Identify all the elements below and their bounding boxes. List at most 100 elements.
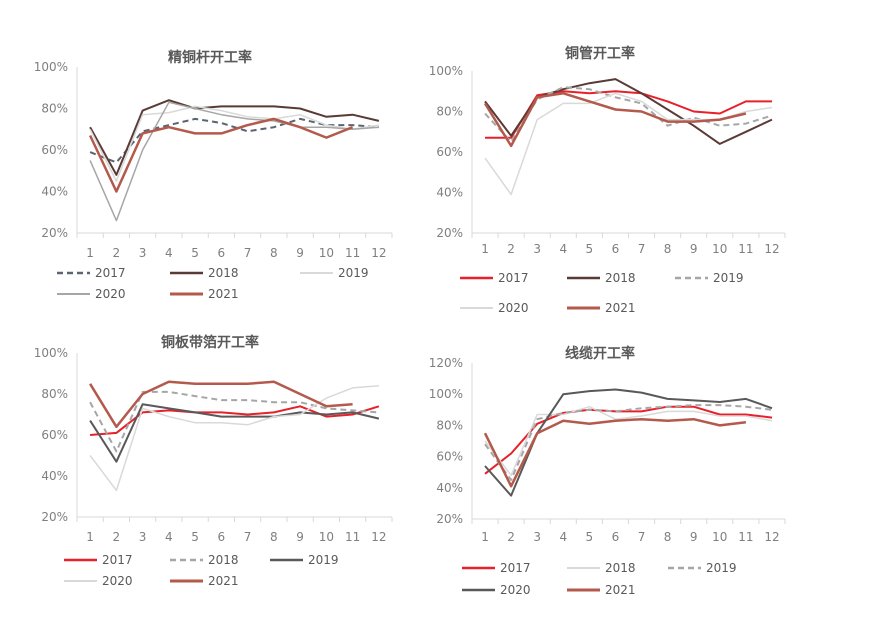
x-tick-label: 9 [296, 530, 304, 544]
y-tick-label: 100% [429, 64, 463, 78]
x-tick-label: 7 [244, 530, 252, 544]
legend-label: 2021 [208, 287, 239, 301]
x-tick-label: 12 [764, 530, 779, 544]
legend-label: 2019 [706, 561, 737, 575]
x-tick-label: 1 [481, 530, 489, 544]
y-tick-label: 40% [41, 185, 68, 199]
x-tick-label: 10 [712, 530, 727, 544]
x-tick-label: 11 [738, 530, 753, 544]
x-tick-label: 10 [319, 530, 334, 544]
chart-title: 线缆开工率 [565, 345, 635, 362]
series-line-2017 [485, 407, 772, 474]
legend-item-2021: 2021 [170, 287, 239, 301]
legend-label: 2019 [713, 271, 744, 285]
series-line-2018 [90, 392, 379, 452]
legend-item-2019: 2019 [668, 561, 737, 575]
legend-item-2018: 2018 [170, 266, 239, 280]
legend-label: 2017 [95, 266, 126, 280]
x-tick-label: 8 [664, 242, 672, 256]
x-tick-label: 6 [612, 242, 620, 256]
x-tick-label: 7 [244, 246, 252, 260]
x-tick-label: 2 [507, 242, 515, 256]
x-tick-label: 7 [638, 242, 646, 256]
y-tick-label: 40% [436, 481, 463, 495]
x-tick-label: 9 [690, 530, 698, 544]
x-tick-label: 3 [139, 246, 147, 260]
x-tick-label: 9 [690, 242, 698, 256]
y-tick-label: 20% [436, 512, 463, 526]
legend-label: 2019 [308, 553, 339, 567]
legend-item-2018: 2018 [567, 561, 636, 575]
legend-label: 2021 [208, 574, 239, 588]
x-tick-label: 5 [191, 530, 199, 544]
y-tick-label: 60% [41, 143, 68, 157]
legend-item-2019: 2019 [270, 553, 339, 567]
series-line-2021 [90, 382, 353, 427]
x-tick-label: 6 [218, 530, 226, 544]
series-line-2021 [90, 119, 353, 192]
legend-item-2021: 2021 [567, 301, 636, 315]
legend-item-2021: 2021 [170, 574, 239, 588]
legend-label: 2021 [605, 301, 636, 315]
legend-label: 2019 [338, 266, 369, 280]
legend-label: 2020 [498, 301, 529, 315]
x-tick-label: 6 [612, 530, 620, 544]
x-tick-label: 11 [738, 242, 753, 256]
legend-item-2021: 2021 [567, 583, 636, 597]
y-tick-label: 60% [436, 450, 463, 464]
x-tick-label: 5 [586, 242, 594, 256]
y-tick-label: 80% [41, 102, 68, 116]
x-tick-label: 2 [113, 246, 121, 260]
legend-label: 2018 [208, 266, 239, 280]
y-tick-label: 60% [41, 428, 68, 442]
y-tick-label: 40% [41, 469, 68, 483]
y-tick-label: 20% [436, 226, 463, 240]
legend-label: 2021 [605, 583, 636, 597]
x-tick-label: 11 [345, 530, 360, 544]
series-line-2020 [90, 102, 379, 220]
series-line-2017 [90, 406, 379, 435]
x-tick-label: 4 [165, 530, 173, 544]
x-tick-label: 4 [559, 242, 567, 256]
x-tick-label: 12 [371, 246, 386, 260]
x-tick-label: 2 [507, 530, 515, 544]
x-tick-label: 12 [371, 530, 386, 544]
x-tick-label: 3 [533, 530, 541, 544]
x-tick-label: 1 [86, 246, 94, 260]
chart-title: 精铜杆开工率 [168, 49, 252, 66]
legend-label: 2017 [498, 271, 529, 285]
y-tick-label: 100% [429, 387, 463, 401]
x-tick-label: 6 [218, 246, 226, 260]
legend-label: 2018 [605, 561, 636, 575]
y-tick-label: 80% [436, 105, 463, 119]
x-tick-label: 5 [191, 246, 199, 260]
series-line-2018 [485, 407, 772, 476]
legend-label: 2017 [500, 561, 531, 575]
legend-item-2019: 2019 [300, 266, 369, 280]
legend-item-2017: 2017 [460, 271, 529, 285]
y-tick-label: 60% [436, 145, 463, 159]
legend-label: 2017 [102, 553, 133, 567]
x-tick-label: 4 [559, 530, 567, 544]
y-tick-label: 120% [429, 356, 463, 370]
x-tick-label: 8 [270, 246, 278, 260]
legend-item-2017: 2017 [64, 553, 133, 567]
y-tick-label: 20% [41, 226, 68, 240]
legend-item-2017: 2017 [462, 561, 531, 575]
x-tick-label: 12 [764, 242, 779, 256]
y-tick-label: 80% [436, 418, 463, 432]
chart-title: 铜板带箔开工率 [161, 334, 259, 351]
legend-item-2020: 2020 [57, 287, 126, 301]
x-tick-label: 10 [712, 242, 727, 256]
legend-item-2020: 2020 [64, 574, 133, 588]
legend-item-2020: 2020 [462, 583, 531, 597]
y-tick-label: 20% [41, 510, 68, 524]
x-tick-label: 3 [533, 242, 541, 256]
y-tick-label: 80% [41, 387, 68, 401]
legend-item-2017: 2017 [57, 266, 126, 280]
y-tick-label: 40% [436, 186, 463, 200]
